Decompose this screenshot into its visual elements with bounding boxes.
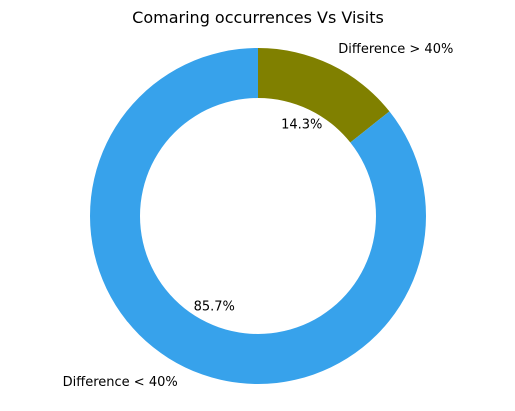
slice-category-label: Difference < 40%: [63, 375, 178, 390]
donut-slices: [90, 48, 427, 385]
slice-category-label: Difference > 40%: [338, 42, 453, 57]
slice-percent-label: 14.3%: [281, 118, 322, 133]
donut-slice-1: [90, 48, 427, 385]
donut-slice-0: [258, 48, 390, 143]
donut-labels: 14.3% Difference > 40% 85.7% Difference < 4…: [63, 42, 454, 390]
chart-title: Comaring occurrences Vs Visits: [132, 8, 384, 27]
slice-percent-label: 85.7%: [194, 299, 235, 314]
